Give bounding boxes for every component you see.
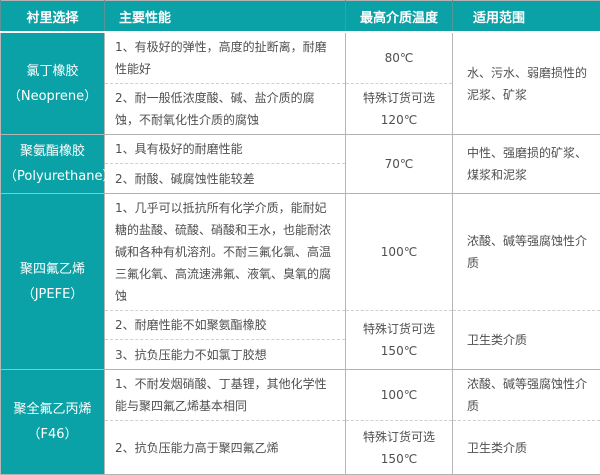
header-performance: 主要性能 xyxy=(105,1,346,33)
temp-cell: 特殊订货可选 150℃ xyxy=(346,421,453,475)
material-name: 聚四氟乙烯 xyxy=(4,257,101,282)
table-row: 氯丁橡胶 （Neoprene） 1、有极好的弹性，高度的扯断离，耐磨性能好 80… xyxy=(1,32,600,84)
temp-cell: 100℃ xyxy=(346,194,453,311)
temp-cell: 70℃ xyxy=(346,135,453,194)
material-cell-jpefe: 聚四氟乙烯 （JPEFE） xyxy=(1,194,105,370)
material-name-en: （JPEFE） xyxy=(4,282,101,307)
material-name: 聚氨酯橡胶 xyxy=(4,139,101,164)
header-row: 衬里选择 主要性能 最高介质温度 适用范围 xyxy=(1,1,600,33)
material-cell-polyurethane: 聚氨酯橡胶 （Polyurethane） xyxy=(1,135,105,194)
header-max-temp: 最高介质温度 xyxy=(346,1,453,33)
table-row: 聚全氟乙丙烯 （F46） 1、不耐发烟硝酸、丁基锂，其他化学性能与聚四氟乙烯基本… xyxy=(1,370,600,421)
range-cell: 卫生类介质 xyxy=(453,311,600,370)
performance-cell: 2、耐一般低浓度酸、碱、盐介质的腐蚀，不耐氧化性介质的腐蚀 xyxy=(105,84,346,135)
performance-cell: 1、具有极好的耐磨性能 xyxy=(105,135,346,164)
material-name-en: （F46） xyxy=(4,422,101,447)
material-name: 聚全氟乙丙烯 xyxy=(4,397,101,422)
performance-cell: 1、几乎可以抵抗所有化学介质，能耐妃糖的盐酸、硫酸、硝酸和王水，也能耐浓碱和各种… xyxy=(105,194,346,311)
table-row: 聚四氟乙烯 （JPEFE） 1、几乎可以抵抗所有化学介质，能耐妃糖的盐酸、硫酸、… xyxy=(1,194,600,311)
performance-cell: 1、不耐发烟硝酸、丁基锂，其他化学性能与聚四氟乙烯基本相同 xyxy=(105,370,346,421)
material-cell-f46: 聚全氟乙丙烯 （F46） xyxy=(1,370,105,475)
range-cell: 水、污水、弱磨损性的泥浆、矿浆 xyxy=(453,32,600,135)
performance-cell: 2、耐磨性能不如聚氨酯橡胶 xyxy=(105,311,346,340)
range-cell: 卫生类介质 xyxy=(453,421,600,475)
lining-material-table-wrap: 衬里选择 主要性能 最高介质温度 适用范围 氯丁橡胶 （Neoprene） 1、… xyxy=(0,0,600,427)
temp-cell: 特殊订货可选 120℃ xyxy=(346,84,453,135)
performance-cell: 2、抗负压能力高于聚四氟乙烯 xyxy=(105,421,346,475)
material-cell-neoprene: 氯丁橡胶 （Neoprene） xyxy=(1,32,105,135)
temp-cell: 特殊订货可选 150℃ xyxy=(346,311,453,370)
header-lining: 衬里选择 xyxy=(1,1,105,33)
performance-cell: 1、有极好的弹性，高度的扯断离，耐磨性能好 xyxy=(105,32,346,84)
material-name-en: （Polyurethane） xyxy=(4,164,101,189)
material-name-en: （Neoprene） xyxy=(4,84,101,109)
performance-cell: 2、耐酸、碱腐蚀性能较差 xyxy=(105,164,346,194)
temp-cell: 100℃ xyxy=(346,370,453,421)
temp-cell: 80℃ xyxy=(346,32,453,84)
range-cell: 浓酸、碱等强腐蚀性介质 xyxy=(453,194,600,311)
header-application: 适用范围 xyxy=(453,1,600,33)
range-cell: 中性、强磨损的矿浆、煤浆和泥浆 xyxy=(453,135,600,194)
range-cell: 浓酸、碱等强腐蚀性介质 xyxy=(453,370,600,421)
material-name: 氯丁橡胶 xyxy=(4,59,101,84)
performance-cell: 3、抗负压能力不如氯丁胶想 xyxy=(105,340,346,370)
table-row: 聚氨酯橡胶 （Polyurethane） 1、具有极好的耐磨性能 70℃ 中性、… xyxy=(1,135,600,164)
